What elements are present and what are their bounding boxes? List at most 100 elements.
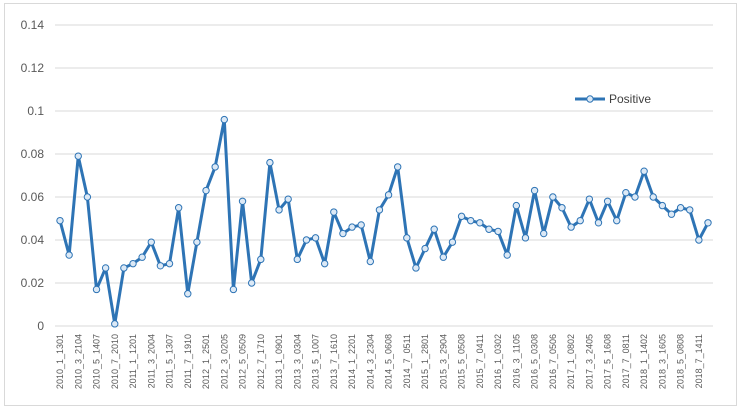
data-point [92,285,101,294]
data-point [284,195,292,203]
data-point [184,290,192,298]
data-point [613,216,621,225]
x-tick-label: 2011_5_1307 [165,334,175,388]
data-point [494,227,502,236]
data-point [74,152,82,160]
x-tick-label: 2016_7_0506 [548,334,558,389]
data-point [120,264,128,272]
data-point [129,259,137,268]
data-point [229,285,238,294]
data-point [576,216,584,225]
y-tick-label: 0.12 [21,61,45,75]
y-tick-label: 0 [37,319,44,333]
data-point [485,225,493,233]
data-point [649,193,657,201]
x-tick-label: 2014_1_2201 [347,334,357,389]
data-point [549,193,557,201]
x-tick-label: 2016_1_0302 [493,334,503,389]
data-point [695,236,703,244]
x-tick-label: 2017_5_1608 [603,334,613,389]
data-point [101,264,110,272]
x-tick-label: 2017_1_0802 [566,334,576,389]
x-tick-label: 2016_5_0308 [530,334,540,389]
y-axis-ticks: 0 0.02 0.04 0.06 0.08 0.1 0.12 0.14 [21,18,45,333]
y-tick-label: 0.06 [21,190,45,204]
x-tick-label: 2012_3_0205 [219,334,229,389]
x-tick-label: 2011_3_2004 [146,334,156,388]
data-point [83,193,92,201]
x-tick-label: 2014_3_2304 [365,334,375,389]
legend-label-positive: Positive [609,92,651,106]
series-positive [56,115,712,328]
y-tick-label: 0.04 [21,233,45,247]
data-point [421,244,429,253]
data-point [686,206,694,214]
data-point [676,204,685,212]
x-tick-label: 2010_5_1407 [92,334,102,389]
data-point [138,253,146,261]
data-point [530,186,539,195]
y-tick-label: 0.08 [21,147,45,161]
data-point [366,257,375,266]
x-tick-label: 2012_7_1710 [256,334,266,389]
x-tick-label: 2018_1_1402 [639,334,649,389]
data-point [704,219,712,227]
x-tick-label: 2014_7_0511 [402,334,412,388]
data-point [266,158,274,167]
data-point [247,279,256,287]
data-point [430,225,438,233]
gridlines [55,24,713,327]
data-point [667,210,676,218]
x-tick-label: 2010_3_2104 [73,334,83,389]
data-point [311,234,320,242]
x-tick-label: 2015_1_2801 [420,334,430,389]
data-point [193,238,201,246]
data-point [457,212,466,221]
x-tick-label: 2012_5_0509 [238,334,248,389]
y-tick-label: 0.1 [27,104,44,118]
data-point [393,163,402,171]
data-point [375,206,384,214]
legend: Positive [575,92,651,106]
data-point [220,115,228,124]
data-point [631,193,639,201]
data-point [403,234,411,242]
x-tick-label: 2011_1_1201 [128,334,138,388]
x-tick-label: 2018_3_1605 [657,334,667,389]
data-point [147,238,155,246]
data-point [238,197,247,206]
data-point [476,219,484,227]
data-point [384,191,393,199]
x-tick-label: 2018_7_1411 [694,334,704,388]
x-tick-label: 2010_1_1301 [55,334,65,389]
x-tick-label: 2017_3_2405 [584,334,594,389]
data-point [640,167,648,175]
data-point [658,201,667,210]
data-point [339,229,347,238]
data-point [330,208,338,216]
data-point [293,255,301,264]
x-tick-label: 2016_3_1105 [511,334,521,388]
x-tick-label: 2015_3_2904 [438,334,448,389]
x-tick-label: 2014_5_0608 [384,334,394,389]
data-point [585,195,594,203]
data-point [439,253,448,261]
data-point [357,221,365,229]
legend-point-marker [586,95,594,103]
data-point [202,186,210,195]
x-axis-ticks: 2010_1_1301 2010_3_2104 2010_5_1407 2010_7_… [55,334,704,389]
data-point [56,216,64,225]
chart-frame [4,3,737,406]
x-tick-label: 2017_7_0811 [621,334,631,388]
x-tick-label: 2013_5_1007 [311,334,321,389]
data-point [467,216,475,225]
data-point [275,206,283,214]
data-point [111,320,119,328]
x-tick-label: 2013_1_0901 [274,334,284,389]
data-point [156,262,165,270]
y-tick-label: 0.02 [21,276,45,290]
data-point [594,219,603,227]
data-point [521,234,530,242]
data-point [211,163,219,171]
